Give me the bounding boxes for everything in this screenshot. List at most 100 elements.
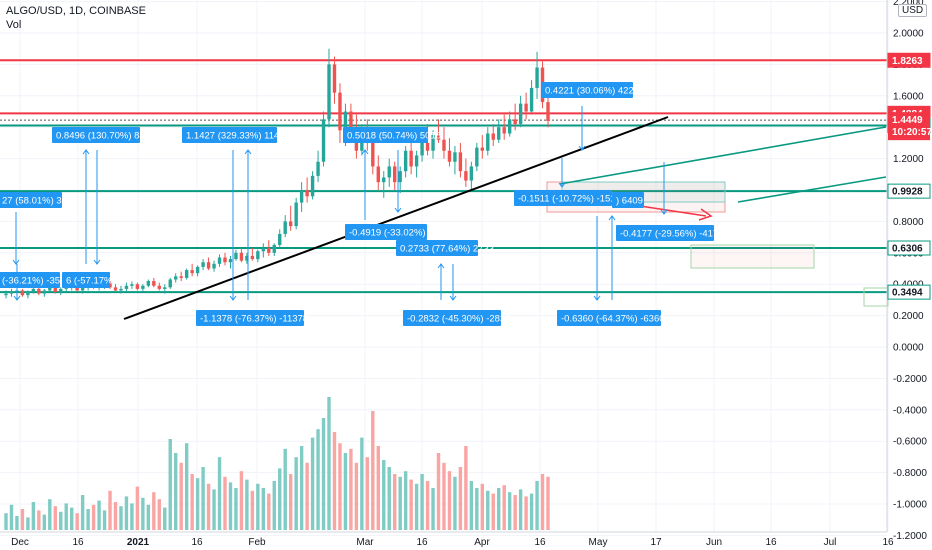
volume-bar xyxy=(119,506,123,530)
symbol-title[interactable]: ALGO/USD, 1D, COINBASE xyxy=(6,5,146,17)
volume-bar xyxy=(436,453,441,530)
candle-body xyxy=(228,259,233,263)
candle-body xyxy=(59,288,63,293)
level-price-tag: 0.6306 xyxy=(892,243,923,254)
volume-bar xyxy=(146,504,151,530)
candle-body xyxy=(64,287,68,289)
volume-bar xyxy=(529,493,534,530)
measure-label: (-36.21%) -3577 xyxy=(2,276,71,287)
candle-body xyxy=(393,166,397,183)
volume-bar xyxy=(130,503,134,530)
price-axis[interactable]: 2.60002.40002.20002.00001.80001.60001.40… xyxy=(886,0,927,550)
candle-body xyxy=(245,255,249,261)
last-price-tag-bg xyxy=(888,112,930,141)
volume-bar xyxy=(464,446,468,530)
candle-body xyxy=(420,142,424,156)
volume-bar xyxy=(69,507,74,530)
y-tick-label: 2.0000 xyxy=(893,29,924,40)
volume-bar xyxy=(31,502,36,530)
volume-bar xyxy=(206,483,211,530)
candle-body xyxy=(382,177,386,183)
candle-body xyxy=(458,152,463,172)
volume-bar xyxy=(376,446,380,530)
candle-body xyxy=(256,251,260,260)
measure-arrow-head xyxy=(13,295,21,301)
candle-body xyxy=(157,285,161,289)
trend-lines[interactable] xyxy=(123,116,887,320)
volume-bar xyxy=(234,488,238,530)
candle-body xyxy=(42,290,47,294)
support-trendline xyxy=(123,116,669,320)
volume-bar xyxy=(447,471,452,530)
candle-body xyxy=(4,293,8,296)
measure-label-bg xyxy=(557,310,661,326)
x-tick-label: 16 xyxy=(765,537,777,548)
measure-label: 1.1427 (329.33%) 11427 xyxy=(186,131,290,142)
volume-bar xyxy=(26,517,30,530)
candle-body xyxy=(26,292,30,296)
candle-body xyxy=(179,276,183,278)
volume-bar xyxy=(245,479,249,530)
measure-label: 27 (58.01%) 3627 xyxy=(2,196,78,207)
candle-body xyxy=(409,150,413,167)
time-axis[interactable]: Dec 16 2021 16 Feb Mar 16 Apr 16 May 17 Jun 16 Jul 16 xyxy=(0,531,894,548)
candle-body xyxy=(327,64,331,120)
measure-label: 0.5018 (50.74%) 5018 xyxy=(347,131,441,142)
channel-lower-line xyxy=(737,176,887,203)
volume-bar xyxy=(420,474,424,530)
volume-bar xyxy=(195,478,200,530)
measure-arrow-head xyxy=(82,149,90,155)
volume-bar xyxy=(540,474,545,530)
measure-label-bg xyxy=(616,225,714,241)
volume-bar xyxy=(190,474,194,530)
measure-label: -0.4919 (-33.02%) -4919 xyxy=(349,228,453,239)
x-tick-label: 16 xyxy=(882,537,894,548)
volume-bar xyxy=(108,490,112,530)
measurement-tools[interactable]: 0.4221 (30.06%) 4221 0.8496 (130.70%) 849… xyxy=(0,82,724,326)
measure-label-bg xyxy=(62,272,110,288)
channel-upper-line xyxy=(559,126,887,185)
candle-body xyxy=(371,142,375,167)
volume-bar xyxy=(305,462,309,530)
y-tick-label: -1.0000 xyxy=(893,500,927,511)
measure-label-bg xyxy=(0,192,62,208)
volume-bar xyxy=(124,496,129,530)
measure-arrow-head xyxy=(361,149,369,155)
volume-bar xyxy=(223,476,227,530)
candle-body xyxy=(518,103,523,125)
volume-bar xyxy=(480,483,485,530)
volume-bar xyxy=(502,485,506,530)
candle-body xyxy=(261,248,266,252)
volume-bar xyxy=(518,489,523,530)
volume-bar xyxy=(48,499,52,530)
volume-bar xyxy=(272,481,276,530)
candle-body xyxy=(278,233,282,245)
measure-label: -1.1378 (-76.37%) -11378 xyxy=(200,314,308,325)
measure-label-bg xyxy=(403,310,501,326)
volume-bar xyxy=(453,476,457,530)
volume-bar xyxy=(469,481,474,530)
candle-body xyxy=(9,292,14,294)
candle-body xyxy=(431,135,435,151)
volume-bar xyxy=(228,482,233,530)
candle-body xyxy=(212,263,216,269)
y-tick-label: 1.6000 xyxy=(893,91,924,102)
chart-grid xyxy=(0,0,889,536)
measure-arrow-head xyxy=(437,263,445,269)
volume-bar xyxy=(546,476,550,530)
candle-body xyxy=(475,147,479,167)
volume-bar xyxy=(168,439,172,530)
candle-body xyxy=(414,155,419,167)
currency-button[interactable]: USD xyxy=(898,4,928,17)
volume-bar xyxy=(310,437,315,530)
candle-body xyxy=(480,147,485,151)
volume-indicator-label[interactable]: Vol xyxy=(6,19,22,31)
x-tick-label: 16 xyxy=(191,537,203,548)
candle-body xyxy=(80,287,85,291)
candle-body xyxy=(442,139,446,151)
measure-arrow-head xyxy=(449,295,457,301)
candle-body xyxy=(223,257,227,263)
candle-body xyxy=(546,102,550,121)
candle-body xyxy=(108,282,112,288)
